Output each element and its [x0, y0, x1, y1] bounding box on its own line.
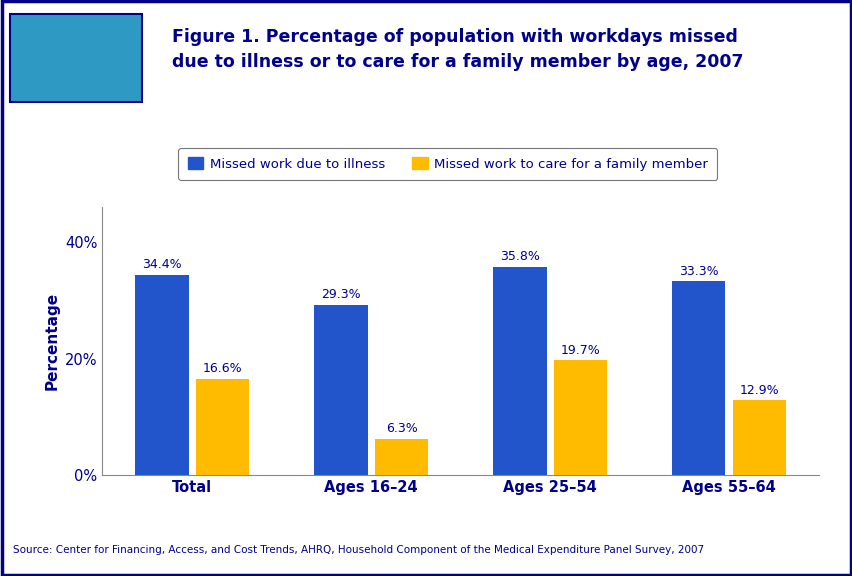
Text: 34.4%: 34.4%: [141, 259, 181, 271]
Text: 12.9%: 12.9%: [739, 384, 779, 397]
Legend: Missed work due to illness, Missed work to care for a family member: Missed work due to illness, Missed work …: [178, 148, 717, 180]
Bar: [196, 378, 249, 475]
Text: 33.3%: 33.3%: [678, 265, 717, 278]
Text: 35.8%: 35.8%: [499, 250, 539, 263]
Text: 19.7%: 19.7%: [560, 344, 600, 357]
FancyBboxPatch shape: [10, 14, 141, 102]
Text: 29.3%: 29.3%: [320, 288, 360, 301]
Text: Figure 1. Percentage of population with workdays missed
due to illness or to car: Figure 1. Percentage of population with …: [171, 28, 742, 71]
Bar: [671, 281, 724, 475]
Bar: [732, 400, 786, 475]
Text: 16.6%: 16.6%: [203, 362, 242, 375]
Y-axis label: Percentage: Percentage: [44, 292, 60, 391]
Bar: [135, 275, 188, 475]
Text: Source: Center for Financing, Access, and Cost Trends, AHRQ, Household Component: Source: Center for Financing, Access, an…: [13, 545, 703, 555]
Text: 6.3%: 6.3%: [385, 422, 417, 435]
Bar: [492, 267, 546, 475]
Bar: [374, 438, 428, 475]
Bar: [553, 361, 607, 475]
Bar: [314, 305, 367, 475]
